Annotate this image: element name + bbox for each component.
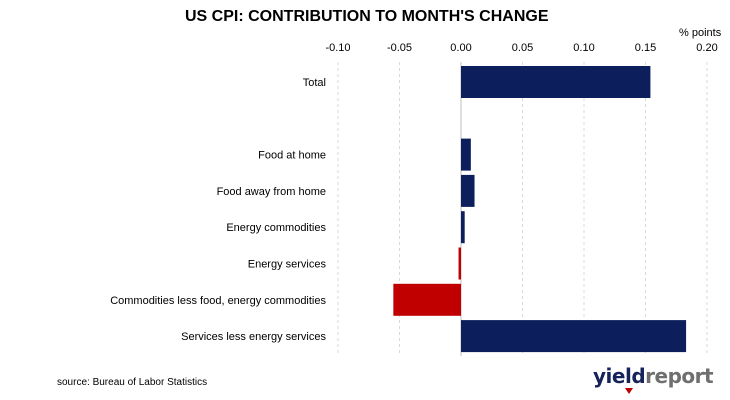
x-tick-label: 0.15 (635, 42, 656, 54)
bar (461, 174, 475, 207)
x-tick-label: -0.05 (387, 42, 412, 54)
bar (461, 320, 687, 353)
yieldreport-logo[interactable]: yieldreport (593, 364, 714, 388)
chart-title: US CPI: CONTRIBUTION TO MONTH'S CHANGE (185, 8, 549, 25)
x-tick-label: 0.05 (512, 42, 533, 54)
unit-label: % points (679, 27, 722, 39)
bar (461, 138, 471, 171)
x-tick-label: -0.10 (325, 42, 350, 54)
x-tick-label: 0.10 (573, 42, 594, 54)
x-tick-label: 0.20 (696, 42, 717, 54)
bar (458, 247, 461, 280)
x-tick-label: 0.00 (450, 42, 471, 54)
category-label: Food away from home (217, 186, 326, 198)
category-label: Services less energy services (181, 331, 326, 343)
category-label: Food at home (258, 150, 326, 162)
logo-text-yield: yield (593, 364, 646, 388)
bar (461, 211, 465, 244)
source-note: source: Bureau of Labor Statistics (57, 377, 208, 388)
bars (393, 66, 687, 353)
category-label: Energy services (248, 259, 327, 271)
bar (461, 66, 651, 98)
bar (393, 283, 461, 316)
category-label: Commodities less food, energy commoditie… (110, 295, 326, 307)
logo-text-report: report (645, 364, 714, 388)
category-labels: Total Food at home Food away from home Ener… (110, 77, 326, 343)
x-axis: -0.10 -0.05 0.00 0.05 0.10 0.15 0.20 (325, 42, 717, 54)
category-label: Total (303, 77, 326, 89)
logo-accent-icon (625, 388, 633, 394)
category-label: Energy commodities (226, 222, 326, 234)
